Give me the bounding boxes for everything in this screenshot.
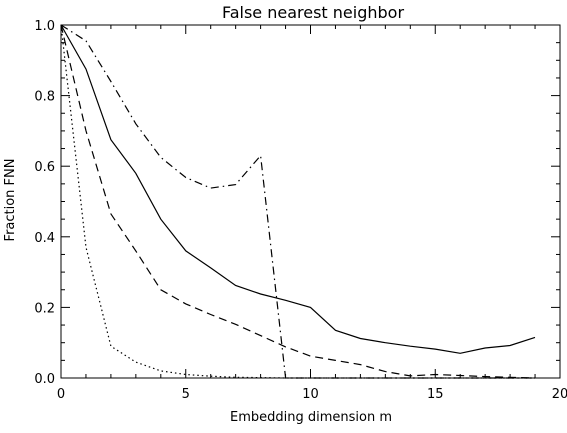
series-line-dotted — [60, 24, 535, 379]
y-tick-label: 0.6 — [34, 160, 55, 175]
y-tick-label: 1.0 — [34, 19, 55, 34]
x-tick-label: 15 — [427, 387, 444, 402]
x-tick-label: 5 — [182, 387, 190, 402]
chart-title: False nearest neighbor — [222, 3, 404, 22]
x-tick-label: 20 — [552, 387, 567, 402]
plot-area: 0 5 10 15 20 0.0 0.2 0.4 0.6 0.8 1.0 — [34, 19, 567, 402]
x-axis-label: Embedding dimension m — [230, 410, 392, 425]
series-line-solid — [60, 24, 536, 354]
y-tick-label: 0.4 — [34, 231, 55, 246]
series-line-dash-dot — [60, 24, 535, 379]
x-tick-label: 10 — [302, 387, 319, 402]
y-axis-label: Fraction FNN — [3, 159, 18, 242]
x-tick-label: 0 — [57, 387, 65, 402]
y-tick-label: 0.0 — [34, 372, 55, 387]
y-tick-label: 0.8 — [34, 90, 55, 105]
series-line-dashed — [60, 24, 536, 379]
y-tick-label: 0.2 — [34, 301, 55, 316]
plot-frame — [60, 24, 561, 379]
